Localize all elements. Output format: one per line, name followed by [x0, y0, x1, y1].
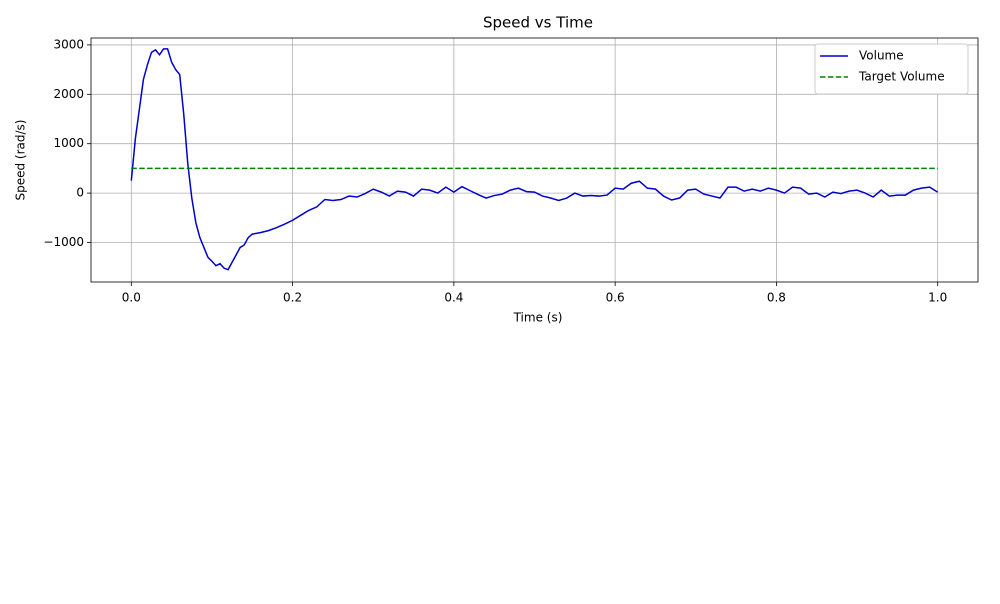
x-axis-label: Time (s) — [513, 311, 563, 325]
x-tick-label: 0.0 — [122, 291, 141, 305]
y-tick-label: 2000 — [53, 87, 84, 101]
plot-frame — [90, 37, 979, 283]
x-tick-label: 0.6 — [606, 291, 625, 305]
y-tick-label: −1000 — [43, 235, 84, 249]
y-tick-label: 3000 — [53, 37, 84, 51]
chart-title: Speed vs Time — [483, 14, 593, 32]
y-axis-label: Speed (rad/s) — [14, 120, 28, 201]
x-tick-label: 0.2 — [283, 291, 302, 305]
legend-box — [814, 43, 969, 95]
x-tick-label: 0.8 — [767, 291, 786, 305]
x-tick-label: 0.4 — [444, 291, 463, 305]
legend-label: Target Volume — [858, 70, 945, 84]
y-tick-label: 0 — [76, 186, 84, 200]
y-tick-label: 1000 — [53, 136, 84, 150]
x-tick-label: 1.0 — [928, 291, 947, 305]
legend-label: Volume — [859, 49, 904, 63]
data-line — [130, 48, 939, 271]
